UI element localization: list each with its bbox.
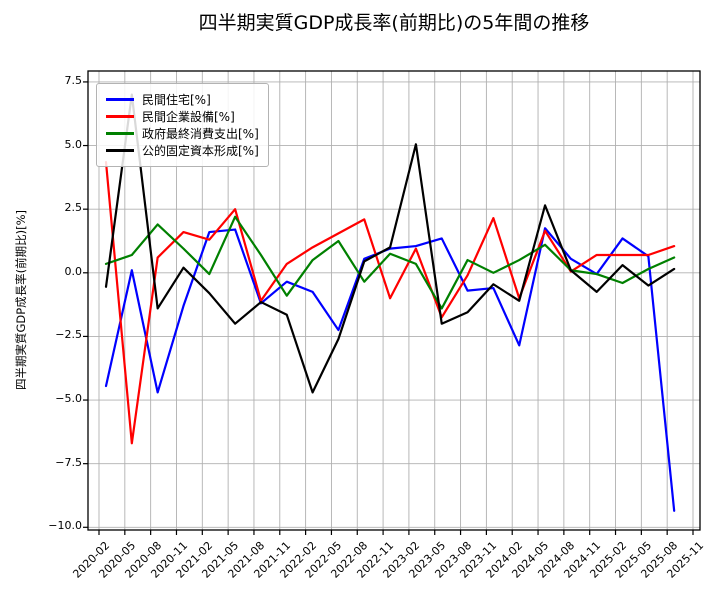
- legend-line-icon: [106, 115, 134, 118]
- axes-frame: [87, 70, 701, 531]
- chart-title: 四半期実質GDP成長率(前期比)の5年間の推移: [198, 12, 590, 34]
- legend: 民間住宅[%] 民間企業設備[%] 政府最終消費支出[%] 公的固定資本形成[%]: [96, 83, 269, 167]
- y-tick-label: −2.5: [55, 328, 82, 342]
- legend-line-icon: [106, 98, 134, 101]
- series-line-private-housing: [104, 227, 676, 512]
- y-tick-label: 0.0: [64, 264, 83, 278]
- y-tick-label: −7.5: [55, 455, 82, 469]
- legend-label: 政府最終消費支出[%]: [142, 127, 259, 141]
- series-line-govt-final-consumption: [104, 215, 676, 310]
- legend-item-private-housing: 民間住宅[%]: [106, 91, 257, 108]
- y-tick-label: 2.5: [64, 201, 83, 215]
- legend-label: 公的固定資本形成[%]: [142, 144, 259, 158]
- legend-item-public-fixed-capital: 公的固定資本形成[%]: [106, 142, 259, 159]
- y-tick-label: −5.0: [55, 392, 82, 406]
- y-tick-label: 5.0: [64, 137, 83, 151]
- legend-item-govt-final-consumption: 政府最終消費支出[%]: [106, 125, 259, 142]
- legend-label: 民間住宅[%]: [142, 93, 211, 107]
- legend-line-icon: [106, 132, 134, 135]
- legend-item-private-capex: 民間企業設備[%]: [106, 108, 257, 125]
- y-tick-label: 7.5: [64, 73, 83, 87]
- y-tick-label: −10.0: [48, 519, 82, 533]
- legend-line-icon: [106, 149, 134, 152]
- series-line-private-capex: [104, 160, 676, 445]
- series-line-public-fixed-capital: [104, 93, 676, 394]
- legend-label: 民間企業設備[%]: [142, 110, 235, 124]
